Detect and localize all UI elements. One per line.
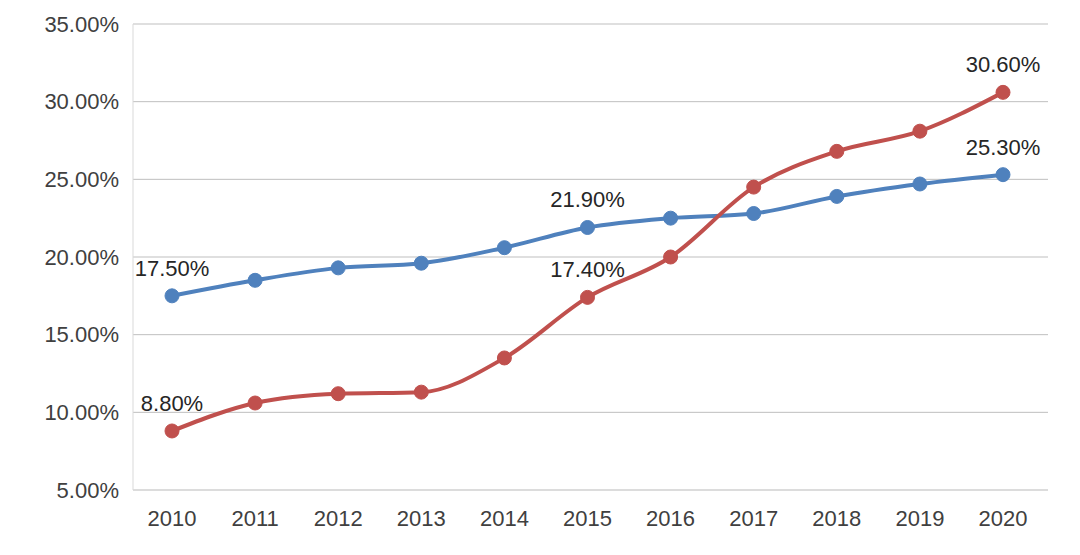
svg-text:30.60%: 30.60% [966,52,1041,77]
svg-text:2010: 2010 [148,506,197,531]
svg-text:2014: 2014 [480,506,529,531]
svg-text:10.00%: 10.00% [44,400,119,425]
svg-text:5.00%: 5.00% [57,478,119,503]
svg-text:2017: 2017 [729,506,778,531]
svg-text:35.00%: 35.00% [44,12,119,37]
svg-text:17.40%: 17.40% [550,257,625,282]
svg-text:8.80%: 8.80% [141,391,203,416]
svg-text:2012: 2012 [314,506,363,531]
svg-text:2019: 2019 [895,506,944,531]
svg-text:2018: 2018 [812,506,861,531]
svg-text:25.00%: 25.00% [44,167,119,192]
svg-text:2011: 2011 [231,506,278,531]
svg-text:20.00%: 20.00% [44,245,119,270]
svg-text:30.00%: 30.00% [44,89,119,114]
svg-text:15.00%: 15.00% [44,322,119,347]
svg-text:17.50%: 17.50% [135,256,210,281]
svg-text:2020: 2020 [979,506,1028,531]
svg-text:2015: 2015 [563,506,612,531]
svg-text:2016: 2016 [646,506,695,531]
svg-text:2013: 2013 [397,506,446,531]
svg-text:21.90%: 21.90% [550,187,625,212]
svg-text:25.30%: 25.30% [966,135,1041,160]
